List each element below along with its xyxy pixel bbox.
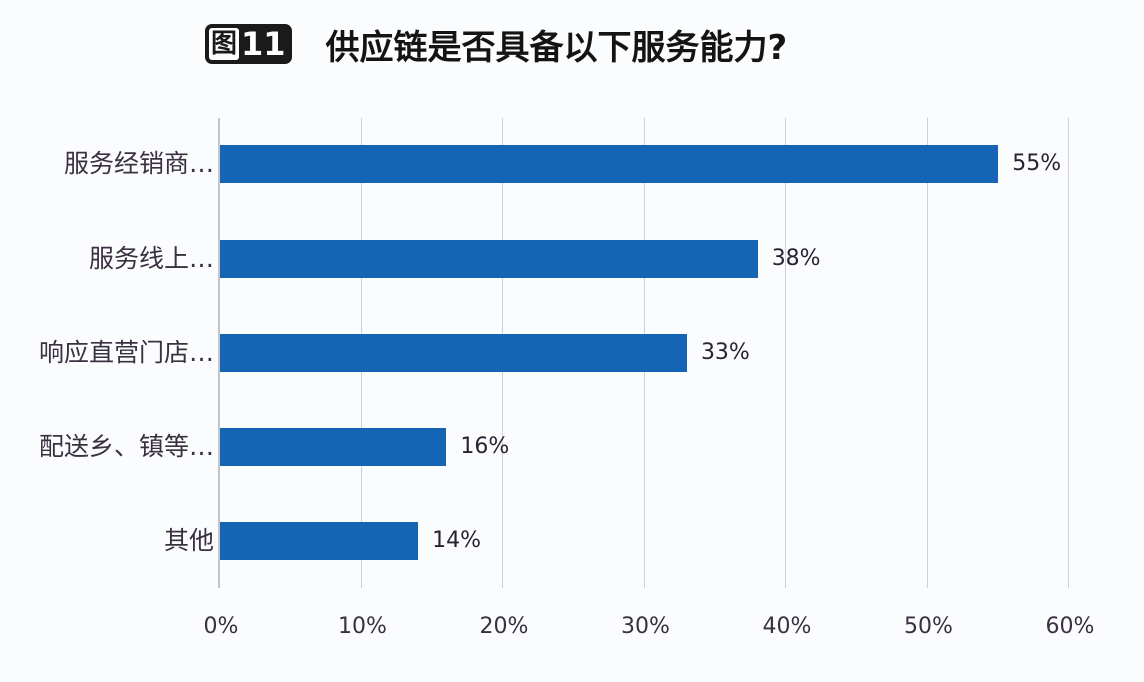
category-label: 服务线上… bbox=[88, 244, 214, 273]
category-label: 服务经销商… bbox=[63, 149, 214, 178]
chart-title: 图 11 供应链是否具备以下服务能力? bbox=[205, 22, 788, 68]
bar bbox=[220, 240, 758, 278]
bar-value-label: 14% bbox=[432, 528, 481, 553]
figure-badge: 图 11 bbox=[205, 24, 292, 64]
bar bbox=[220, 145, 999, 183]
bar bbox=[220, 334, 687, 372]
bar-value-label: 33% bbox=[700, 340, 750, 365]
x-tick-label: 10% bbox=[338, 614, 387, 639]
bar bbox=[220, 428, 447, 466]
figure-badge-prefix: 图 bbox=[209, 28, 240, 60]
category-label: 配送乡、镇等… bbox=[38, 432, 214, 461]
gridline bbox=[785, 118, 786, 588]
x-tick-label: 0% bbox=[203, 614, 239, 639]
x-tick-label: 60% bbox=[1045, 614, 1095, 639]
gridline bbox=[926, 118, 928, 588]
category-label: 其他 bbox=[163, 526, 214, 555]
gridline bbox=[1068, 118, 1069, 588]
x-tick-label: 20% bbox=[479, 614, 529, 639]
category-label: 响应直营门店… bbox=[38, 338, 214, 367]
y-axis-line bbox=[218, 118, 220, 588]
bar bbox=[220, 522, 419, 560]
figure-badge-number: 11 bbox=[241, 25, 286, 63]
chart-title-text: 供应链是否具备以下服务能力? bbox=[325, 27, 788, 68]
bar-value-label: 16% bbox=[460, 434, 510, 459]
bar-value-label: 38% bbox=[771, 246, 821, 271]
x-tick-label: 30% bbox=[621, 614, 670, 639]
bar-value-label: 55% bbox=[1012, 151, 1062, 176]
x-tick-label: 50% bbox=[904, 614, 953, 639]
x-tick-label: 40% bbox=[762, 614, 812, 639]
